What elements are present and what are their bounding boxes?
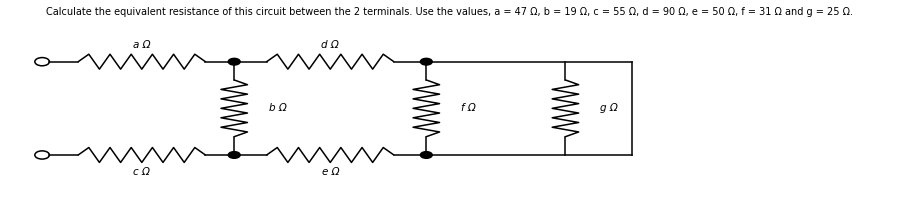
Text: b Ω: b Ω: [269, 103, 287, 113]
Circle shape: [228, 152, 240, 158]
Text: c Ω: c Ω: [133, 167, 150, 177]
Circle shape: [421, 152, 432, 158]
Text: g Ω: g Ω: [600, 103, 618, 113]
Text: a Ω: a Ω: [133, 40, 150, 50]
Text: Calculate the equivalent resistance of this circuit between the 2 terminals. Use: Calculate the equivalent resistance of t…: [46, 7, 853, 17]
Circle shape: [421, 58, 432, 65]
Circle shape: [228, 58, 240, 65]
Text: e Ω: e Ω: [322, 167, 339, 177]
Text: d Ω: d Ω: [321, 40, 339, 50]
Text: f Ω: f Ω: [461, 103, 476, 113]
